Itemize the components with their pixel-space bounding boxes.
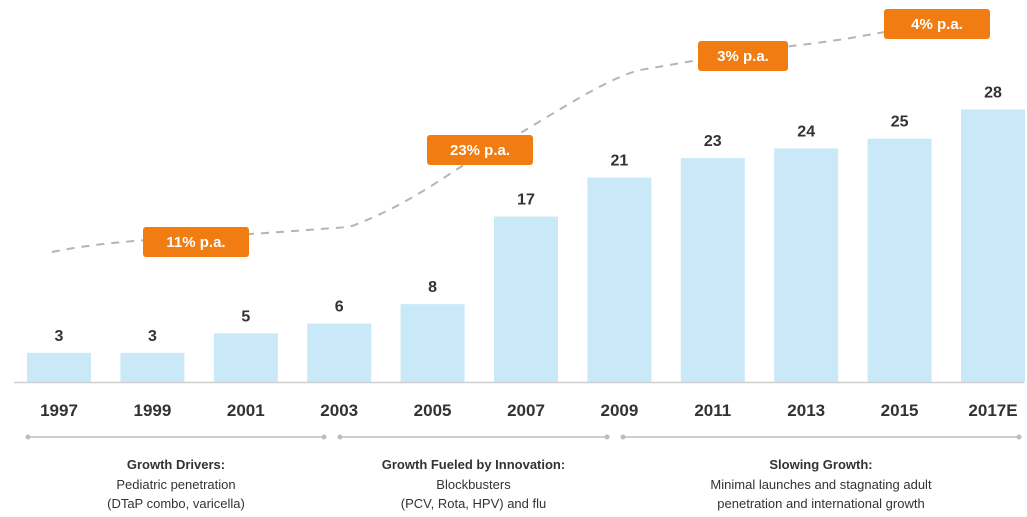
growth-badge-label-11-p-a: 11% p.a. xyxy=(166,234,225,251)
value-label-2011: 23 xyxy=(704,133,722,150)
phase-2-title: Growth Fueled by Innovation: xyxy=(382,457,565,472)
x-tick-2015: 2015 xyxy=(881,401,919,420)
value-label-2007: 17 xyxy=(517,192,535,209)
x-tick-1997: 1997 xyxy=(40,401,78,420)
bar-2005 xyxy=(400,304,465,382)
value-label-2013: 24 xyxy=(797,123,815,140)
value-label-2001: 5 xyxy=(241,308,250,325)
bar-2017E xyxy=(961,109,1025,382)
bar-2009 xyxy=(587,177,652,382)
bar-2015 xyxy=(867,138,932,382)
x-tick-2013: 2013 xyxy=(787,401,825,420)
value-label-2003: 6 xyxy=(335,299,344,316)
trend-line-group xyxy=(51,13,986,253)
x-tick-2009: 2009 xyxy=(600,401,638,420)
phase-2-bracket-end-dot xyxy=(604,434,610,440)
value-label-2017E: 28 xyxy=(984,84,1002,101)
x-tick-labels: 1997 1999 2001 2003 2005 2007 2009 2011 2013 2015… xyxy=(40,401,1018,420)
x-tick-1999: 1999 xyxy=(133,401,171,420)
value-label-1999: 3 xyxy=(148,328,157,345)
x-tick-2003: 2003 xyxy=(320,401,358,420)
growth-badge-label-4-p-a: 4% p.a. xyxy=(911,16,963,33)
bar-2013 xyxy=(774,148,839,382)
phase-3-title: Slowing Growth: xyxy=(769,457,872,472)
bar-2011 xyxy=(680,158,745,382)
value-label-2005: 8 xyxy=(428,279,437,296)
x-tick-2005: 2005 xyxy=(414,401,452,420)
phase-3-line-2: penetration and international growth xyxy=(717,496,924,511)
phase-2-line-2: (PCV, Rota, HPV) and flu xyxy=(401,496,546,511)
growth-rate-badges: 11% p.a. 23% p.a. 3% p.a. 4% p.a. xyxy=(143,9,990,257)
x-tick-2017E: 2017E xyxy=(968,401,1017,420)
bars-group: 3 3 5 6 8 17 21 23 24 25 28 xyxy=(27,84,1025,382)
value-label-2015: 25 xyxy=(891,114,909,131)
bar-2003 xyxy=(307,323,372,382)
phase-1-bracket-end-dot xyxy=(321,434,327,440)
bar-1999 xyxy=(120,352,185,382)
phase-1-bracket-start-dot xyxy=(25,434,31,440)
phase-2-line-1: Blockbusters xyxy=(436,477,511,492)
x-tick-2001: 2001 xyxy=(227,401,265,420)
growth-badge-label-3-p-a: 3% p.a. xyxy=(717,48,769,65)
value-label-2009: 21 xyxy=(611,153,629,170)
bar-1997 xyxy=(27,352,91,382)
x-tick-2011: 2011 xyxy=(694,401,731,420)
growth-badge-3-p-a xyxy=(698,41,788,71)
x-tick-2007: 2007 xyxy=(507,401,545,420)
growth-badge-4-p-a xyxy=(884,9,990,39)
bar-2007 xyxy=(494,216,558,382)
growth-badge-label-23-p-a: 23% p.a. xyxy=(450,142,510,159)
growth-badge-11-p-a xyxy=(143,227,249,257)
phase-1-line-2: (DTaP combo, varicella) xyxy=(107,496,245,511)
phase-3-bracket-start-dot xyxy=(620,434,626,440)
phase-1-title: Growth Drivers: xyxy=(127,457,225,472)
phase-1-line-1: Pediatric penetration xyxy=(116,477,235,492)
growth-trend-dashed-line xyxy=(51,13,986,253)
phase-annotations: Growth Drivers: Pediatric penetration (DTa… xyxy=(25,434,1022,511)
phase-3-bracket-end-dot xyxy=(1016,434,1022,440)
value-label-1997: 3 xyxy=(55,328,64,345)
bar-2001 xyxy=(213,333,278,382)
growth-badge-23-p-a xyxy=(427,135,533,165)
phase-2-bracket-start-dot xyxy=(337,434,343,440)
phase-3-line-1: Minimal launches and stagnating adult xyxy=(710,477,932,492)
